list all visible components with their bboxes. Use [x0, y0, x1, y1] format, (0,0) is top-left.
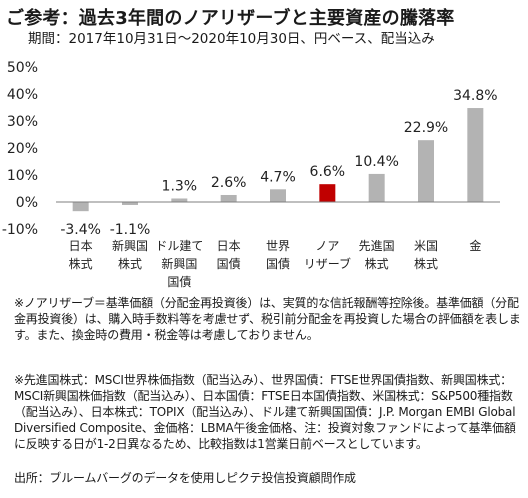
bar-7	[368, 173, 385, 202]
category-label: 世界国債	[266, 239, 290, 271]
bar-9	[467, 108, 484, 202]
bar-5	[270, 189, 286, 202]
data-label: 34.8%	[453, 88, 497, 104]
y-tick-label: 10%	[7, 168, 38, 184]
y-tick-label: 50%	[7, 60, 38, 76]
bar-chart: -10% 0% 10% 20% 30% 40% 50% -3.4%日本株式 -1.1%新興国株式…	[2, 60, 500, 289]
data-label: 6.6%	[310, 164, 346, 180]
data-label: 1.3%	[162, 178, 198, 194]
y-tick-label: 30%	[7, 114, 38, 130]
data-label: 2.6%	[211, 175, 247, 191]
category-label: ノアリザーブ	[304, 239, 351, 271]
category-label: ドル建て新興国国債	[155, 239, 203, 289]
data-label: -3.4%	[60, 222, 101, 238]
category-label: 金	[469, 238, 481, 253]
category-label: 日本株式	[69, 239, 93, 271]
category-label: 日本国債	[217, 239, 241, 271]
bar-4	[220, 194, 237, 202]
bar-6	[319, 184, 336, 202]
bar-2	[122, 202, 138, 205]
note-disclaimer: ※ノアリザーブ＝基準価額（分配金再投資後）は、実質的な信託報酬等控除後。基準価額…	[14, 296, 521, 342]
note-index-definitions: ※先進国株式：MSCI世界株価指数（配当込み）、世界国債：FTSE世界国債指数、…	[14, 373, 516, 451]
category-label: 米国株式	[414, 239, 438, 271]
chart-subtitle: 期間：2017年10月31日～2020年10月30日、円ベース、配当込み	[28, 31, 435, 47]
note-source: 出所：ブルームバーグのデータを使用しピクテ投信投資顧問作成	[14, 471, 356, 485]
y-tick-label: 0%	[16, 195, 38, 211]
data-label: -1.1%	[110, 222, 151, 238]
category-label: 新興国株式	[112, 238, 148, 271]
chart-title: ご参考：過去3年間のノアリザーブと主要資産の騰落率	[6, 8, 455, 29]
y-tick-label: 40%	[7, 87, 38, 103]
y-tick-label: -10%	[2, 222, 38, 238]
data-label: 10.4%	[354, 154, 398, 170]
category-label: 先進国株式	[359, 239, 395, 271]
bar-8	[418, 140, 434, 202]
data-label: 4.7%	[260, 169, 296, 185]
y-tick-label: 20%	[7, 141, 38, 157]
data-label: 22.9%	[404, 120, 448, 136]
bar-3	[171, 198, 188, 202]
bar-1	[72, 202, 89, 212]
